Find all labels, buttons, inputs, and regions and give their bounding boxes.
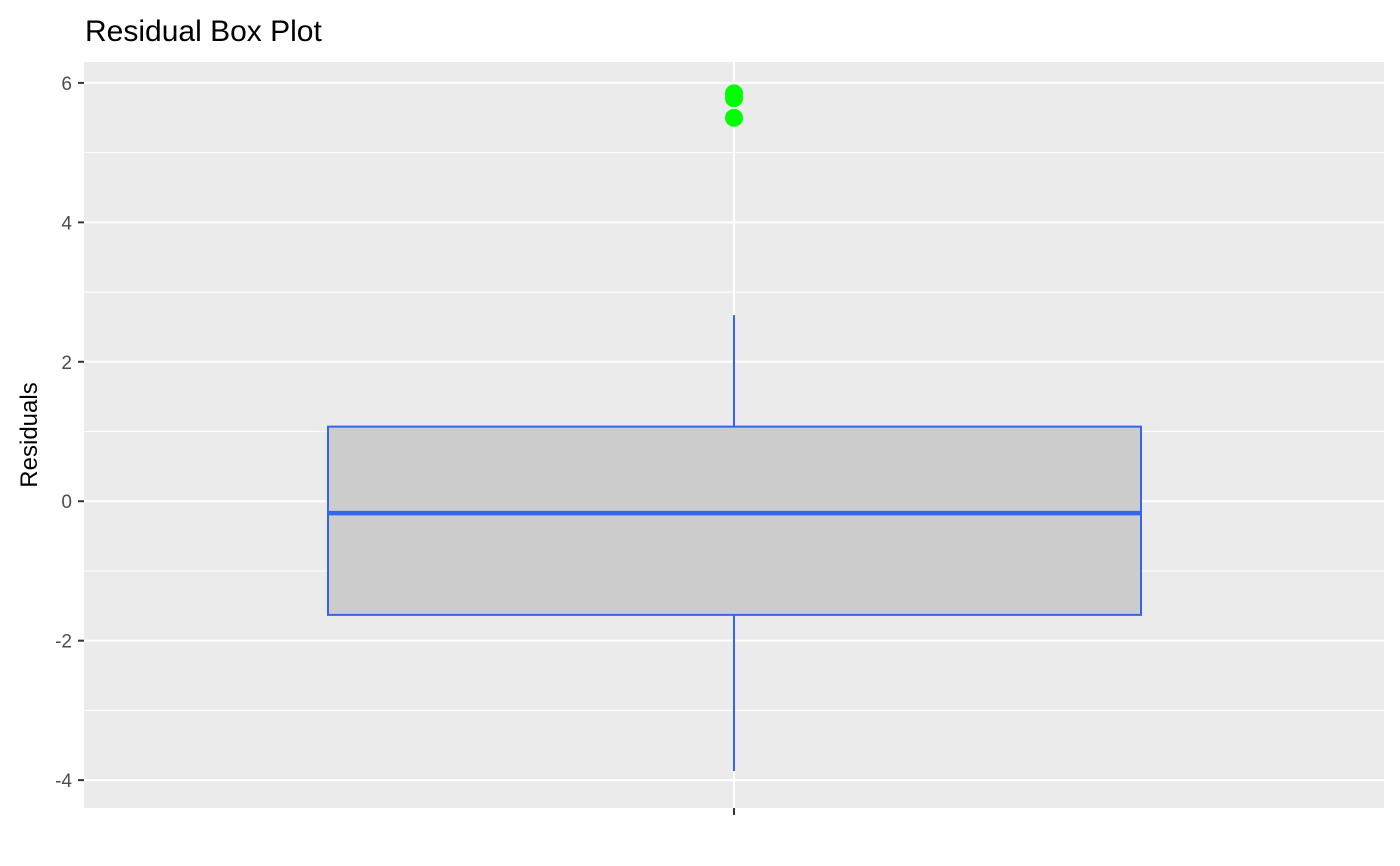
iqr-box [327, 425, 1142, 616]
outlier-point [725, 89, 743, 108]
chart-title: Residual Box Plot [85, 15, 322, 48]
y-axis-title: Residuals [16, 382, 43, 487]
boxplot-group [327, 315, 1142, 772]
y-tick-label: 4 [61, 213, 72, 234]
outlier-points [725, 84, 743, 127]
y-tick-label: 6 [61, 74, 72, 95]
y-axis-ticks: -4 -2 0 2 4 6 [55, 74, 84, 792]
outlier-point [725, 108, 743, 127]
y-tick-label: -4 [55, 771, 72, 792]
y-tick-label: 2 [61, 353, 72, 374]
y-tick-label: -2 [55, 632, 72, 653]
y-tick-label: 0 [61, 492, 72, 513]
